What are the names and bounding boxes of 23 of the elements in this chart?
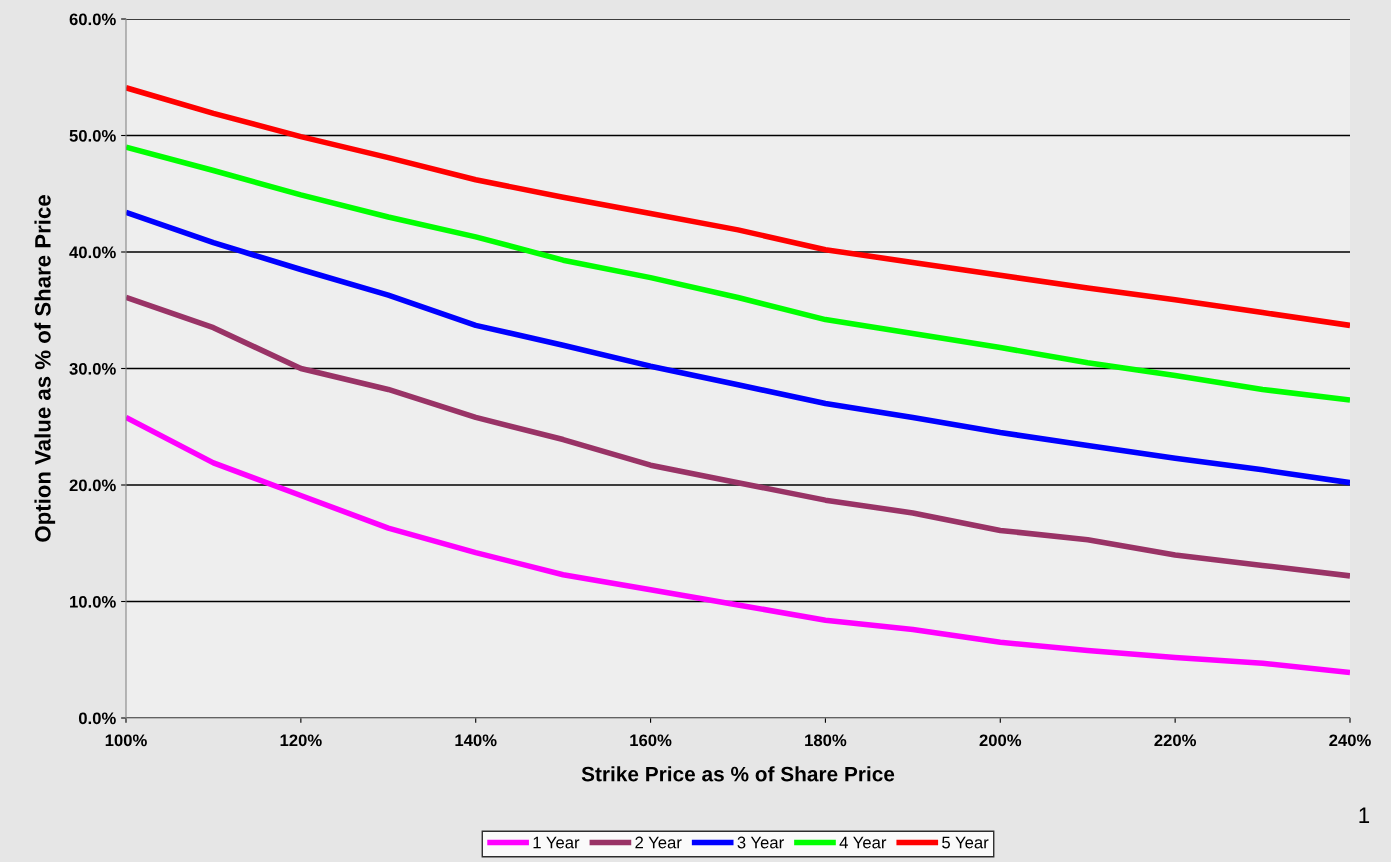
y-tick-label: 0.0%	[78, 712, 116, 725]
x-tick-label: 120%	[280, 734, 322, 747]
legend-label: 1 Year	[533, 836, 580, 849]
legend-label: 3 Year	[737, 836, 784, 849]
y-tick-label: 30.0%	[69, 362, 116, 375]
legend-label: 2 Year	[635, 836, 682, 849]
x-tick-label: 180%	[805, 734, 847, 747]
y-tick-label: 50.0%	[69, 129, 116, 142]
y-tick-label: 40.0%	[69, 246, 116, 259]
x-tick-label: 160%	[630, 734, 672, 747]
legend-label: 4 Year	[839, 836, 887, 849]
x-axis-title: Strike Price as % of Share Price	[581, 766, 895, 782]
y-tick-label: 60.0%	[69, 13, 116, 26]
text: 1	[1359, 807, 1370, 823]
legend-label: 5 Year	[942, 836, 989, 849]
y-tick-label: 10.0%	[70, 595, 116, 608]
x-tick-label: 240%	[1329, 734, 1371, 747]
y-tick-label: 20.0%	[69, 479, 116, 492]
x-tick-label: 100%	[105, 734, 147, 747]
x-tick-label: 140%	[455, 734, 497, 747]
x-tick-label: 220%	[1154, 734, 1197, 747]
y-axis-title: Option Value as % of Share Price	[34, 195, 56, 542]
x-tick-label: 200%	[979, 734, 1022, 747]
